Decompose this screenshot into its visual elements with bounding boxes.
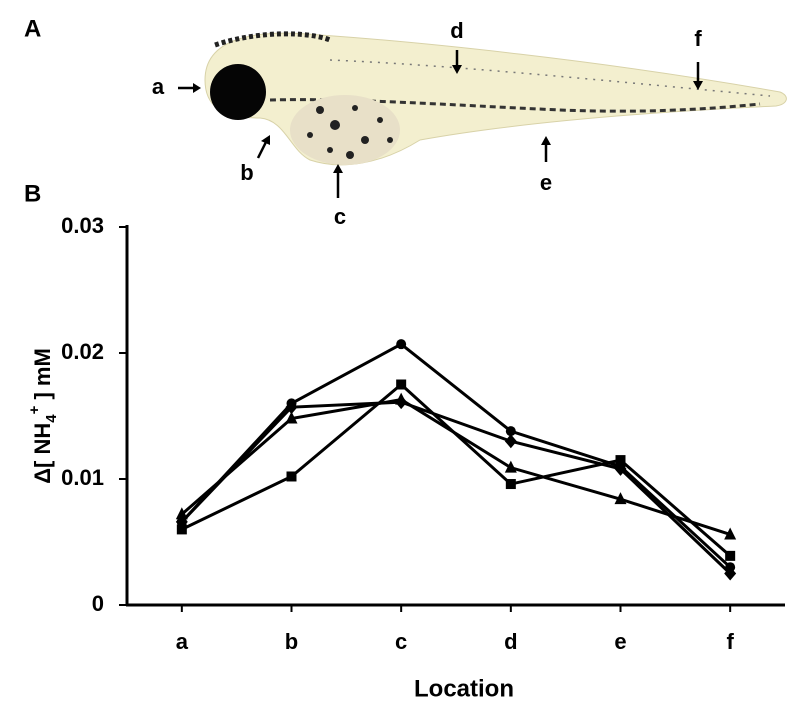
panel-label: A bbox=[24, 15, 41, 42]
annotation: a bbox=[152, 74, 165, 99]
marker bbox=[504, 434, 517, 449]
marker bbox=[176, 524, 187, 535]
series-line bbox=[180, 400, 732, 575]
marker bbox=[396, 379, 407, 390]
y-tick-label: 0.02 bbox=[61, 339, 104, 364]
marker bbox=[175, 514, 188, 529]
y-tick-label: 0.01 bbox=[61, 465, 104, 490]
y-axis-title-part: ] mM bbox=[30, 348, 55, 405]
marker bbox=[504, 460, 517, 473]
x-tick-label: b bbox=[285, 629, 298, 654]
larva-image bbox=[204, 31, 787, 166]
annotation: b bbox=[240, 160, 253, 185]
marker bbox=[395, 395, 408, 410]
marker bbox=[285, 400, 298, 415]
series-line bbox=[180, 342, 732, 569]
annotation: f bbox=[694, 26, 702, 51]
x-tick-label: f bbox=[727, 629, 735, 654]
x-tick-label: d bbox=[504, 629, 517, 654]
marker bbox=[505, 426, 516, 437]
marker bbox=[285, 411, 298, 424]
marker bbox=[724, 566, 737, 581]
y-tick-label: 0 bbox=[92, 591, 104, 616]
marker bbox=[615, 455, 626, 466]
marker bbox=[614, 492, 627, 505]
x-axis-title: Location bbox=[414, 675, 514, 702]
y-axis-title-part: Δ[ NH bbox=[30, 423, 55, 484]
y-axis-title-part: 4 bbox=[43, 414, 60, 423]
series-line bbox=[181, 382, 732, 557]
panel-label: B bbox=[24, 180, 41, 207]
y-axis-title-part: + bbox=[26, 405, 43, 414]
marker bbox=[725, 550, 736, 561]
marker bbox=[614, 461, 627, 476]
marker bbox=[724, 527, 737, 540]
annotation: c bbox=[334, 204, 346, 229]
series-line bbox=[180, 398, 731, 536]
marker bbox=[175, 507, 188, 520]
y-axis-title: Δ[ NH4+ ] mM bbox=[26, 348, 60, 484]
marker bbox=[505, 479, 516, 490]
marker bbox=[286, 471, 297, 482]
x-tick-label: a bbox=[176, 629, 189, 654]
marker bbox=[396, 339, 407, 350]
annotation: d bbox=[450, 18, 463, 43]
x-tick-label: e bbox=[614, 629, 626, 654]
y-tick-label: 0.03 bbox=[61, 213, 104, 238]
annotation: e bbox=[540, 170, 552, 195]
x-tick-label: c bbox=[395, 629, 407, 654]
annotation-arrows bbox=[178, 50, 703, 198]
